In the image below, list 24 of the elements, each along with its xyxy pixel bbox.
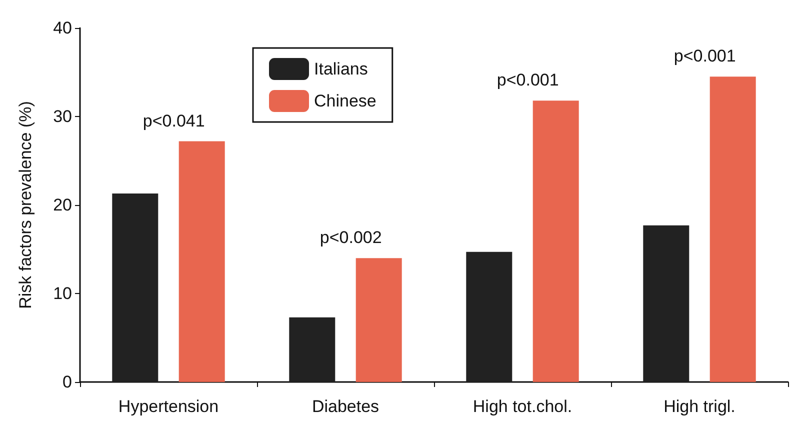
y-tick-label: 0: [62, 372, 72, 392]
y-tick-label: 30: [53, 107, 72, 126]
bar: [289, 317, 336, 382]
annotation: p<0.002: [320, 228, 382, 248]
y-tick-label: 20: [53, 196, 72, 214]
y-tick-label: 10: [53, 284, 72, 303]
bar: [532, 100, 579, 382]
y-axis-title: Risk factors prevalence (%): [16, 101, 35, 309]
bar: [643, 225, 690, 382]
legend-label: Italians: [314, 60, 368, 78]
x-tick-label: Hypertension: [118, 397, 219, 416]
annotation: p<0.001: [496, 70, 559, 90]
annotation: p<0.041: [142, 111, 205, 130]
legend-label: Chinese: [314, 92, 376, 110]
annotation: p<0.001: [674, 46, 736, 66]
bar: [112, 193, 158, 382]
bar: [178, 141, 225, 382]
x-tick-label: Diabetes: [312, 397, 380, 416]
bar: [466, 252, 512, 382]
bar: [356, 258, 402, 382]
y-tick-label: 40: [53, 18, 72, 38]
bar: [710, 76, 756, 382]
x-tick-label: High tot.chol.: [472, 397, 572, 416]
x-tick-label: High trigl.: [664, 397, 736, 416]
